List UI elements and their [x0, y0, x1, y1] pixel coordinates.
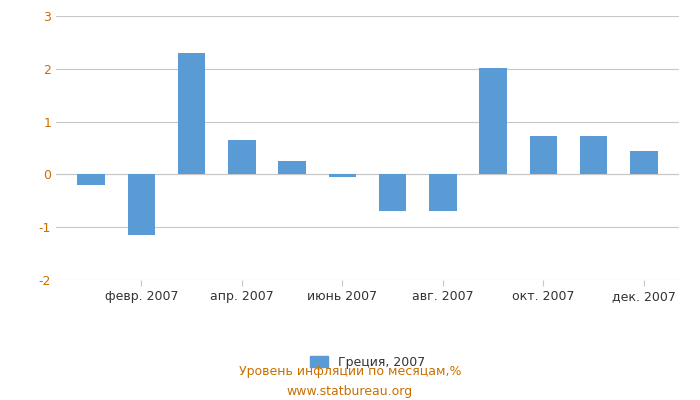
Text: www.statbureau.org: www.statbureau.org — [287, 386, 413, 398]
Bar — [529, 136, 557, 174]
Bar — [78, 174, 105, 185]
Bar — [328, 174, 356, 177]
Bar — [279, 161, 306, 174]
Bar — [429, 174, 456, 211]
Bar — [379, 174, 407, 211]
Text: Уровень инфляции по месяцам,%: Уровень инфляции по месяцам,% — [239, 366, 461, 378]
Bar — [480, 68, 507, 174]
Bar — [228, 140, 256, 174]
Bar — [580, 136, 608, 174]
Bar — [178, 53, 206, 174]
Legend: Греция, 2007: Греция, 2007 — [304, 351, 430, 374]
Bar — [630, 151, 657, 174]
Bar — [127, 174, 155, 235]
